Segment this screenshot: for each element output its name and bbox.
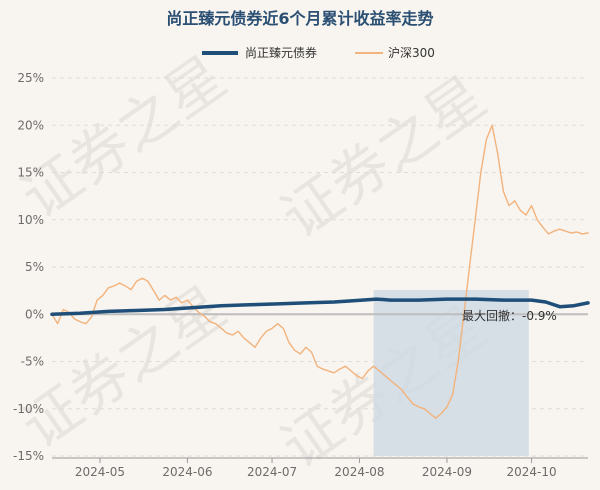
x-tick-label: 2024-06 <box>162 465 212 479</box>
grid-lines <box>52 77 588 457</box>
x-tick-label: 2024-09 <box>422 465 472 479</box>
y-tick-label: -10% <box>13 402 44 416</box>
x-axis-ticks: 2024-05 2024-06 2024-07 2024-08 2024-09 2024-… <box>52 457 588 479</box>
chart-title: 尚正臻元债券近6个月累计收益率走势 <box>166 9 433 28</box>
y-tick-label: 10% <box>17 213 44 227</box>
y-axis-ticks: -15% -10% -5% 0% 5% 10% 15% 20% 25% <box>13 71 44 463</box>
y-tick-label: 25% <box>17 71 44 85</box>
max-drawdown-annotation: 最大回撤：-0.9% <box>462 308 557 323</box>
series-line-index <box>51 124 589 419</box>
legend: 尚正臻元债券 沪深300 <box>202 45 435 60</box>
x-tick-label: 2024-08 <box>334 465 384 479</box>
y-tick-label: 0% <box>25 307 44 321</box>
series-line-fund <box>50 297 590 317</box>
series-layer <box>50 124 590 419</box>
x-tick-label: 2024-05 <box>75 465 125 479</box>
drawdown-shaded-region <box>373 290 529 456</box>
y-tick-label: -5% <box>21 355 44 369</box>
x-tick-label: 2024-10 <box>507 465 557 479</box>
watermark-2: 证券之星 <box>269 63 498 252</box>
y-tick-label: 5% <box>25 260 44 274</box>
y-tick-label: -15% <box>13 449 44 463</box>
legend-label-fund: 尚正臻元债券 <box>245 45 317 60</box>
y-tick-label: 15% <box>17 166 44 180</box>
y-tick-label: 20% <box>17 118 44 132</box>
legend-label-index: 沪深300 <box>388 46 435 60</box>
x-tick-label: 2024-07 <box>247 465 297 479</box>
